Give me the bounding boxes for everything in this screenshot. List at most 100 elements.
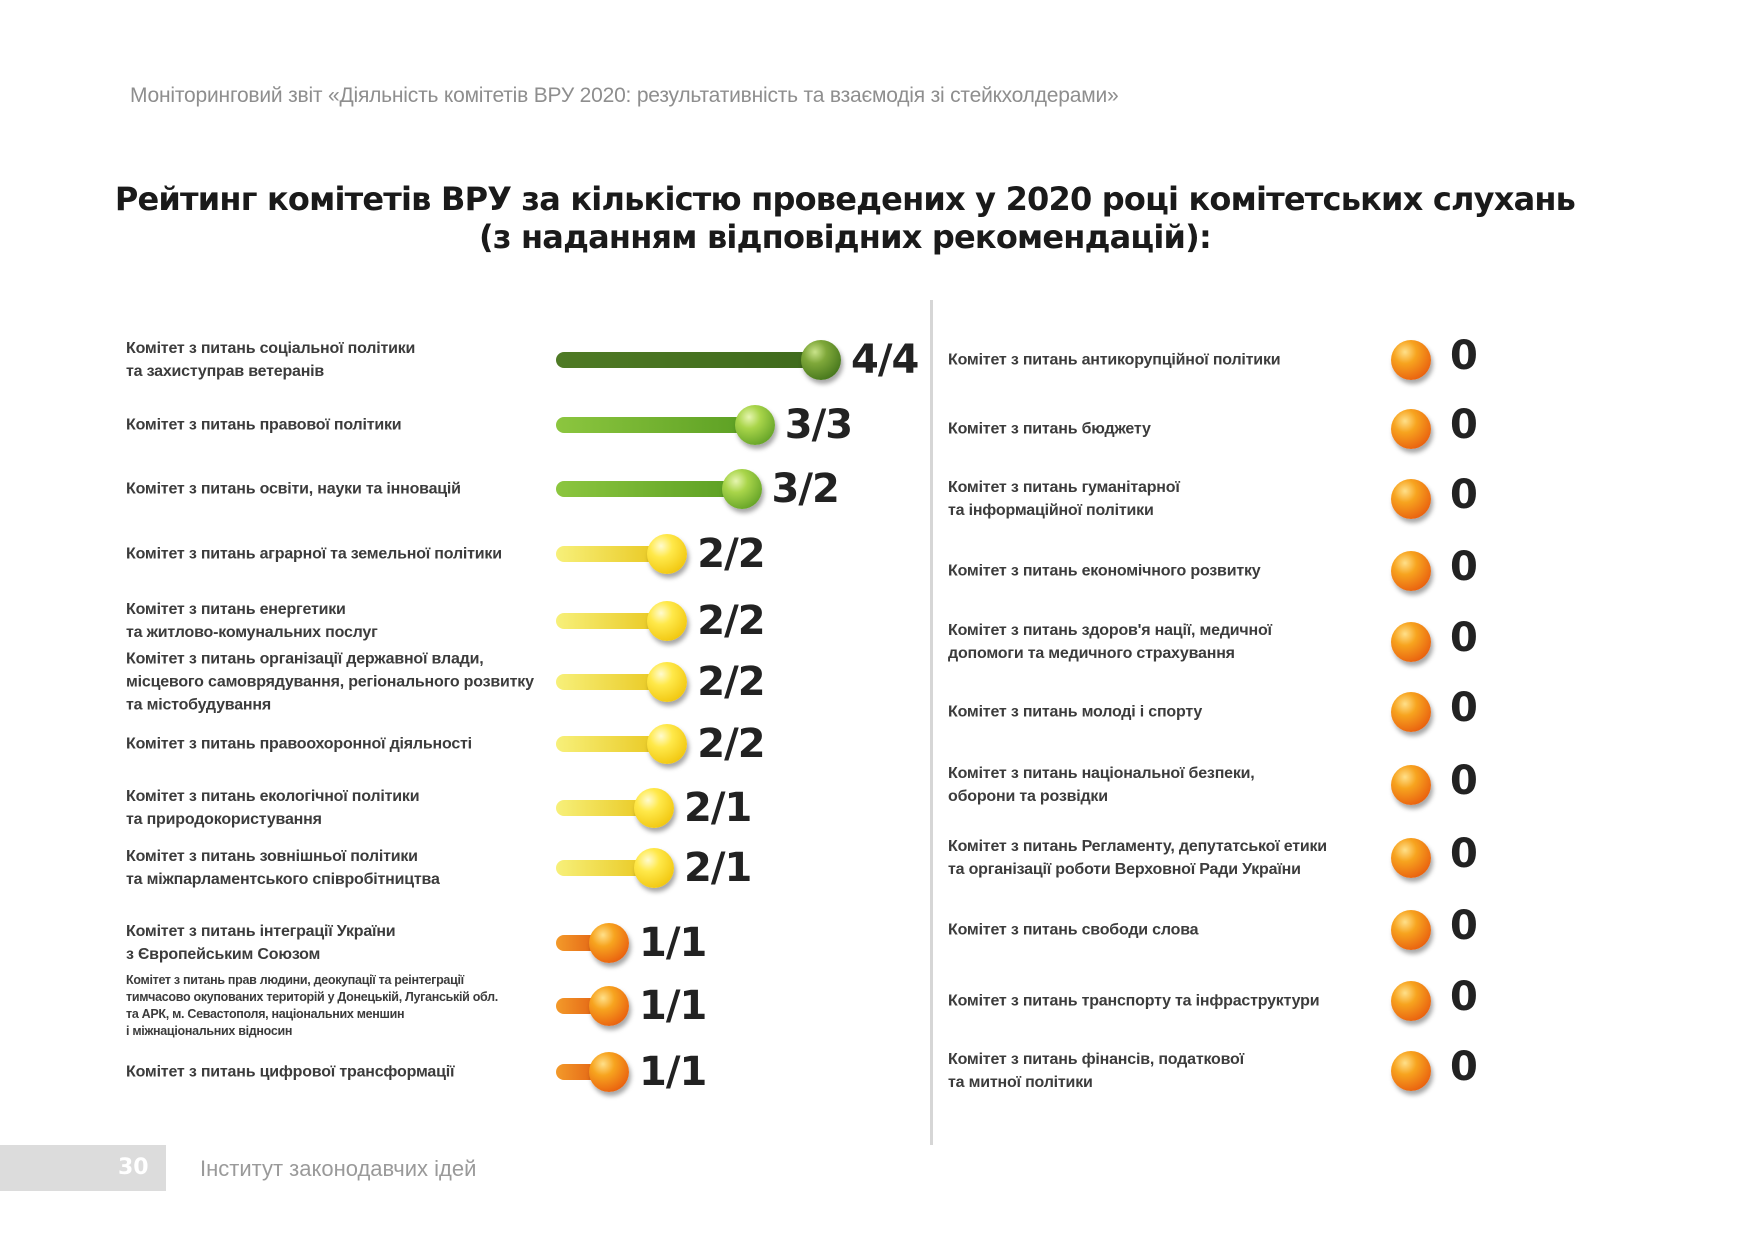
committee-label: Комітет з питань освіти, науки та іннова… — [126, 480, 461, 498]
hearings-value: 0 — [1450, 831, 1478, 877]
ranking-row: Комітет з питань цифрової трансформації 1… — [0, 1049, 930, 1095]
committee-label: Комітет з питань транспорту та інфрастру… — [948, 992, 1320, 1010]
hearings-value: 1/1 — [639, 983, 707, 1029]
hearings-value: 0 — [1450, 1044, 1478, 1090]
committee-label: Комітет з питань антикорупційної політик… — [948, 351, 1281, 369]
hearings-value: 0 — [1450, 974, 1478, 1020]
footer-organization: Інститут законодавчих ідей — [200, 1156, 477, 1181]
progress-bar — [556, 352, 821, 368]
progress-bar — [556, 674, 668, 690]
ranking-row: Комітет з питань свободи слова 0 — [0, 903, 1754, 950]
hearings-value: 2/1 — [684, 845, 752, 891]
committee-label: Комітет з питань гуманітарної та інформац… — [948, 479, 1180, 519]
committee-label: Комітет з питань енергетики та житлово-ко… — [126, 601, 378, 641]
committee-label: Комітет з питань бюджету — [948, 420, 1151, 438]
progress-bar — [556, 546, 668, 562]
committee-label: Комітет з питань екологічної політики та … — [126, 788, 420, 828]
ranking-row: Комітет з питань аграрної та земельної п… — [0, 531, 930, 577]
committee-label: Комітет з питань економічного розвитку — [948, 562, 1261, 580]
hearings-value: 0 — [1450, 544, 1478, 590]
ranking-row: Комітет з питань зовнішньої політики та м… — [0, 845, 930, 891]
page-title: Рейтинг комітетів ВРУ за кількістю прове… — [0, 180, 1690, 256]
committee-label: Комітет з питань правоохоронної діяльнос… — [126, 735, 472, 753]
hearings-value: 0 — [1450, 333, 1478, 379]
hearings-value: 0 — [1450, 685, 1478, 731]
progress-bar — [556, 800, 655, 816]
committee-label: Комітет з питань молоді і спорту — [948, 703, 1203, 721]
hearings-value: 2/2 — [697, 531, 765, 577]
hearings-value: 1/1 — [639, 1049, 707, 1095]
indicator-ball — [647, 601, 688, 641]
ranking-row: Комітет з питань бюджету 0 — [0, 402, 1754, 449]
indicator-ball — [589, 923, 629, 963]
indicator-ball — [1391, 1051, 1431, 1091]
ranking-row: Комітет з питань організації державної в… — [0, 651, 930, 714]
progress-bar — [556, 736, 668, 752]
ranking-row: Комітет з питань соціальної політики та з… — [0, 337, 930, 383]
ranking-row: Комітет з питань антикорупційної політик… — [0, 333, 1754, 380]
hearings-value: 2/2 — [697, 598, 765, 644]
ranking-row: Комітет з питань молоді і спорту 0 — [0, 685, 1754, 732]
committee-label: Комітет з питань цифрової трансформації — [126, 1063, 455, 1081]
ranking-row: Комітет з питань національної безпеки, об… — [0, 758, 1754, 805]
hearings-value: 0 — [1450, 758, 1478, 804]
ranking-row: Комітет з питань прав людини, деокупації… — [0, 973, 930, 1038]
committee-label: Комітет з питань національної безпеки, об… — [948, 765, 1255, 805]
hearings-value: 3/3 — [784, 402, 853, 448]
column-divider — [930, 300, 933, 1145]
ranking-row: Комітет з питань енергетики та житлово-ко… — [0, 598, 930, 644]
page-number-box — [0, 1145, 166, 1191]
committee-label: Комітет з питань аграрної та земельної п… — [126, 545, 502, 563]
committee-label: Комітет з питань прав людини, деокупації… — [126, 973, 498, 1038]
indicator-ball — [721, 469, 762, 509]
hearings-value: 0 — [1450, 615, 1478, 661]
ranking-row: Комітет з питань правової політики 3/3 — [0, 402, 930, 448]
hearings-value: 1/1 — [639, 920, 707, 966]
indicator-ball — [1391, 981, 1431, 1021]
progress-bar — [556, 613, 668, 629]
indicator-ball — [801, 340, 841, 380]
title-line-1: Рейтинг комітетів ВРУ за кількістю прове… — [114, 180, 1576, 218]
hearings-value: 0 — [1450, 472, 1478, 518]
title-line-2: (з наданням відповідних рекомендацій): — [479, 218, 1212, 256]
indicator-ball — [1391, 692, 1431, 732]
committee-label: Комітет з питань соціальної політики та з… — [126, 340, 416, 380]
indicator-ball — [1391, 409, 1431, 449]
indicator-ball — [634, 788, 675, 828]
indicator-ball — [1391, 479, 1431, 519]
indicator-ball — [634, 848, 675, 888]
hearings-value: 0 — [1450, 402, 1478, 448]
progress-bar — [556, 860, 655, 876]
committee-label: Комітет з питань здоров'я нації, медично… — [948, 622, 1272, 662]
committee-label: Комітет з питань зовнішньої політики та м… — [126, 848, 440, 888]
committee-label: Комітет з питань Регламенту, депутатсько… — [948, 838, 1327, 878]
ranking-row: Комітет з питань економічного розвитку 0 — [0, 544, 1754, 591]
progress-bar — [556, 481, 742, 497]
progress-bar — [556, 417, 755, 433]
indicator-ball — [1391, 838, 1431, 878]
indicator-ball — [1391, 551, 1431, 591]
indicator-ball — [647, 534, 688, 574]
indicator-ball — [734, 405, 775, 445]
ranking-row: Комітет з питань правоохоронної діяльнос… — [0, 721, 930, 767]
indicator-ball — [589, 986, 629, 1026]
hearings-value: 0 — [1450, 903, 1478, 949]
committee-label: Комітет з питань правової політики — [126, 416, 402, 434]
ranking-row: Комітет з питань фінансів, податкової та … — [0, 1044, 1754, 1091]
ranking-row: Комітет з питань інтеграції України з Євр… — [0, 920, 930, 966]
report-header: Моніторинговий звіт «Діяльність комітеті… — [130, 84, 1119, 107]
ranking-row: Комітет з питань здоров'я нації, медично… — [0, 615, 1754, 662]
hearings-value: 3/2 — [771, 466, 840, 512]
committee-label: Комітет з питань інтеграції України з Євр… — [126, 923, 396, 963]
indicator-ball — [1391, 765, 1431, 805]
indicator-ball — [589, 1052, 629, 1092]
hearings-value: 2/1 — [684, 785, 752, 831]
indicator-ball — [647, 724, 688, 764]
ranking-row: Комітет з питань освіти, науки та іннова… — [0, 466, 930, 512]
hearings-value: 2/2 — [697, 659, 765, 705]
page-number: 30 — [118, 1155, 149, 1180]
ranking-row: Комітет з питань екологічної політики та … — [0, 785, 930, 831]
committee-label: Комітет з питань свободи слова — [948, 921, 1199, 939]
indicator-ball — [1391, 340, 1431, 380]
hearings-value: 4/4 — [851, 337, 919, 383]
